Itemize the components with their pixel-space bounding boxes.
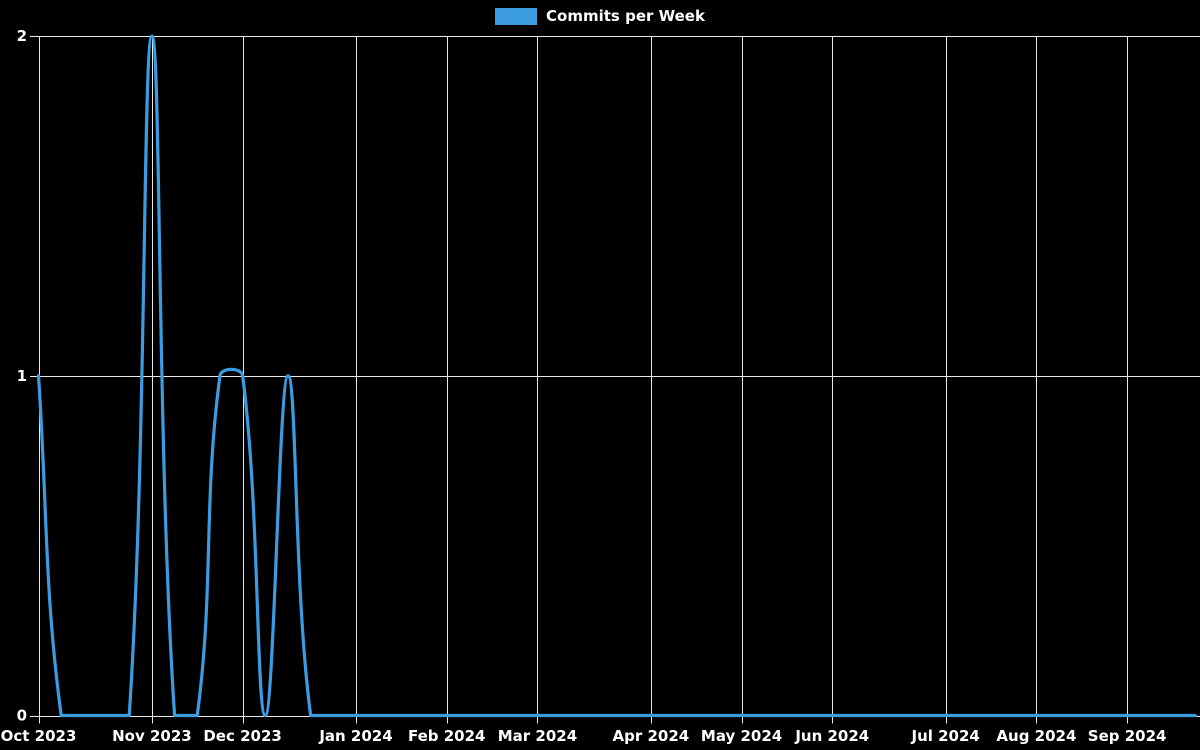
x-tick-label: Apr 2024 xyxy=(613,727,690,745)
x-tick-label: Jul 2024 xyxy=(911,727,980,745)
legend-label: Commits per Week xyxy=(546,7,705,25)
x-tick-labels: Oct 2023 Nov 2023 Dec 2023 Jan 2024 Feb 2024… xyxy=(1,727,1167,745)
x-tick-label: May 2024 xyxy=(701,727,782,745)
y-tick-label: 0 xyxy=(17,707,27,725)
legend-item-commits-per-week[interactable]: Commits per Week xyxy=(495,8,705,25)
x-gridlines xyxy=(39,36,1128,724)
x-tick-label: Nov 2023 xyxy=(112,727,192,745)
x-tick-label: Sep 2024 xyxy=(1088,727,1167,745)
x-tick-label: Mar 2024 xyxy=(498,727,577,745)
x-tick-label: Feb 2024 xyxy=(408,727,486,745)
y-tick-labels: 0 1 2 xyxy=(17,27,27,725)
y-tick-label: 2 xyxy=(17,27,27,45)
chart-legend: Commits per Week xyxy=(0,8,1200,25)
x-tick-label: Aug 2024 xyxy=(996,727,1076,745)
x-tick-label: Jun 2024 xyxy=(794,727,869,745)
legend-swatch-icon xyxy=(495,8,538,25)
y-tick-label: 1 xyxy=(17,367,27,385)
x-tick-label: Jan 2024 xyxy=(318,727,392,745)
commits-line-series xyxy=(36,34,1197,718)
x-tick-label: Dec 2023 xyxy=(203,727,282,745)
x-tick-label: Oct 2023 xyxy=(1,727,77,745)
